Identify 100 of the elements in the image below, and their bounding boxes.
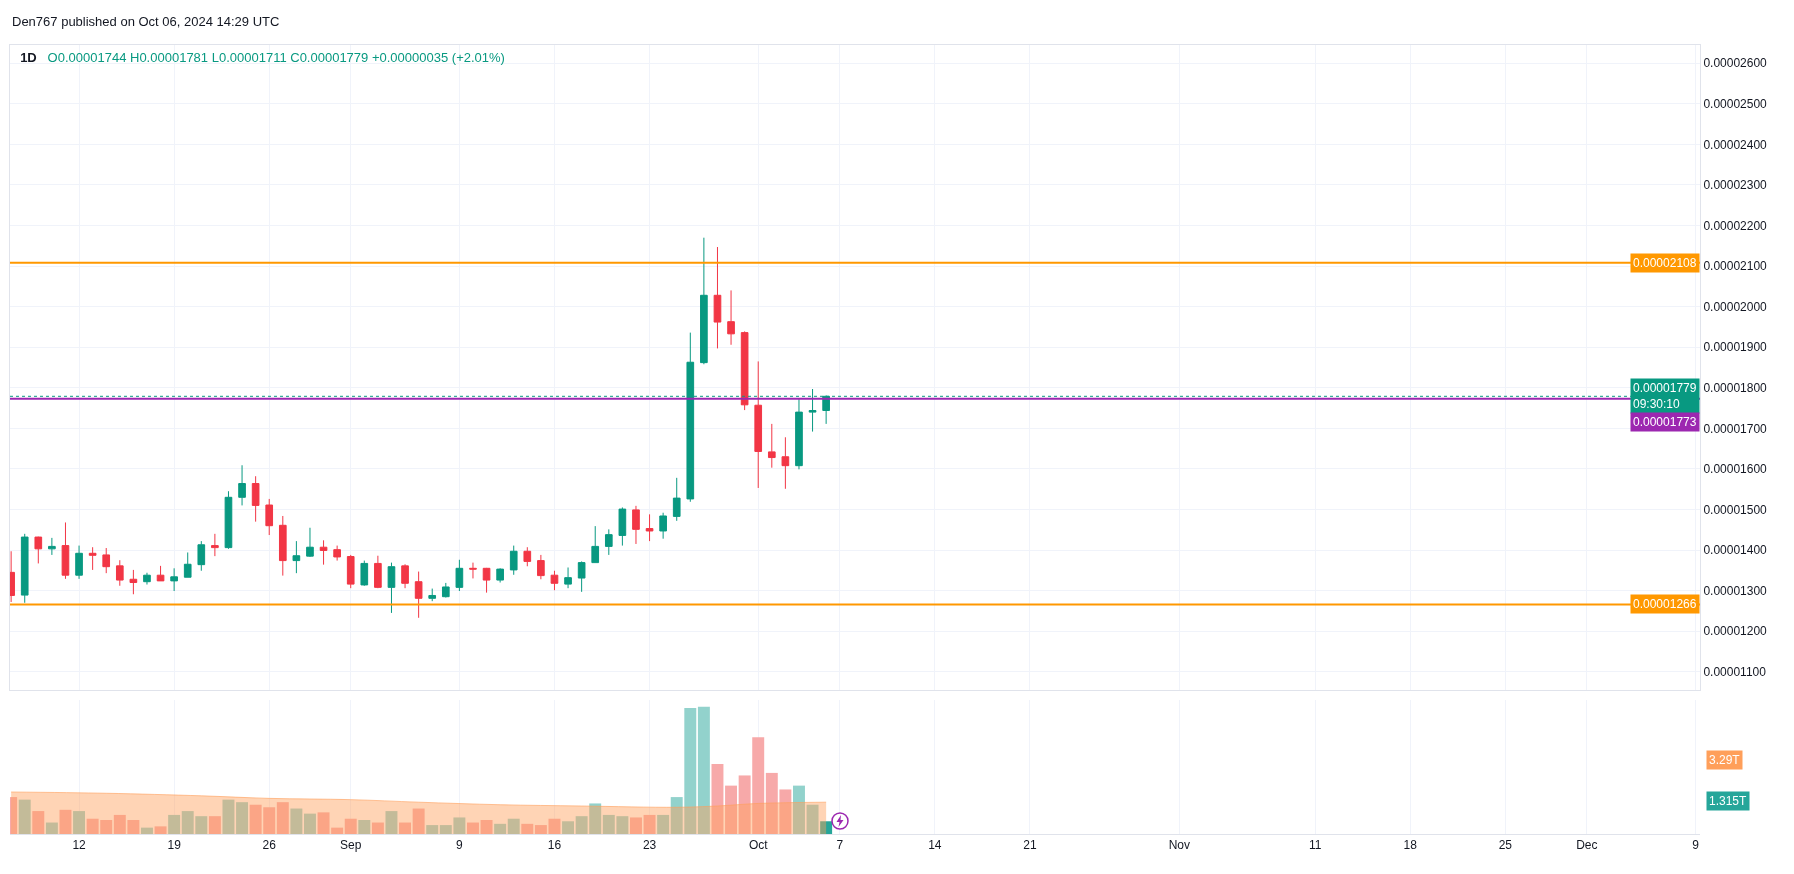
ref-line-label: 0.00001773 — [1633, 415, 1697, 429]
y-tick-label: 0.00002600 — [1703, 56, 1768, 71]
candlestick — [700, 237, 708, 365]
candlestick — [754, 360, 763, 489]
candlestick — [414, 571, 423, 619]
x-tick-label: Oct — [748, 838, 769, 853]
y-tick-label: 0.00001100 — [1703, 664, 1767, 679]
candlestick — [129, 569, 138, 595]
bar — [358, 820, 371, 834]
ref-line-label: 0.00001266 — [1633, 597, 1697, 611]
bar — [73, 811, 86, 834]
candlestick — [659, 512, 667, 540]
candlestick — [713, 246, 722, 349]
candlestick — [346, 554, 355, 589]
bar — [140, 827, 153, 834]
candlestick — [102, 547, 111, 574]
candlestick — [632, 505, 640, 545]
y-tick-label: 0.00002200 — [1703, 218, 1768, 233]
bar — [222, 799, 235, 834]
candlestick — [292, 540, 301, 574]
candlestick — [645, 513, 654, 542]
text: 3.29T — [1709, 753, 1741, 767]
y-tick-label: 0.00002100 — [1703, 259, 1768, 274]
bar — [697, 706, 710, 834]
candlestick — [211, 533, 219, 557]
candlestick — [75, 545, 83, 580]
candlestick — [469, 562, 477, 579]
candlestick — [319, 539, 328, 566]
bar — [276, 802, 289, 834]
candlestick — [401, 563, 409, 589]
candlestick — [482, 567, 491, 594]
bar — [426, 825, 439, 834]
bar — [792, 785, 805, 834]
candlestick — [183, 551, 192, 578]
candlestick — [197, 540, 206, 572]
bar — [521, 823, 534, 834]
candlestick — [88, 546, 97, 571]
bar — [643, 814, 656, 834]
candlestick — [727, 289, 735, 346]
bar — [629, 817, 642, 834]
candlestick — [306, 527, 314, 558]
x-tick-label: 25 — [1498, 838, 1513, 853]
candlestick — [374, 555, 382, 589]
bar — [562, 821, 575, 834]
x-tick-label: 11 — [1308, 838, 1322, 853]
x-tick-label: 14 — [928, 838, 942, 853]
candlestick — [143, 572, 151, 586]
candlestick — [740, 330, 749, 411]
y-tick-label: 0.00001800 — [1703, 380, 1768, 395]
ref-line-label: 0.00001779 09:30:10 — [1633, 381, 1697, 411]
candlestick — [251, 475, 260, 523]
bar — [725, 785, 738, 834]
candlestick — [333, 545, 341, 562]
ref-line-label: 0.00002108 — [1633, 256, 1697, 270]
chart-subtitle: O0.00001744 H0.00001781 L0.00001711 C0.00001779 +0.00000035 (+2.01%) — [47, 50, 505, 66]
y-tick-label: 0.00002300 — [1703, 178, 1768, 193]
x-tick-label: 9 — [1692, 838, 1700, 853]
bar — [711, 763, 724, 834]
y-tick-label: 0.00001600 — [1703, 462, 1768, 477]
x-tick-label: 16 — [547, 838, 562, 853]
candlestick — [618, 506, 627, 547]
y-tick-label: 0.00001300 — [1703, 583, 1768, 598]
y-tick-label: 0.00001500 — [1703, 502, 1768, 517]
bar — [168, 814, 181, 834]
x-tick-label: 23 — [642, 838, 657, 853]
x-tick-label: Nov — [1168, 838, 1190, 853]
bar — [236, 802, 249, 834]
bar — [303, 813, 316, 834]
candlestick — [115, 559, 124, 587]
candlestick — [238, 464, 246, 506]
candlestick — [577, 560, 586, 593]
text: 1.315T — [1709, 794, 1748, 808]
bar — [385, 811, 398, 834]
candlestick — [278, 515, 287, 577]
candlestick — [767, 423, 776, 469]
bar — [806, 804, 819, 834]
bar — [371, 822, 384, 834]
bar — [45, 822, 58, 834]
candlestick — [591, 525, 600, 564]
y-tick-label: 0.00001900 — [1703, 340, 1768, 355]
x-tick-label: 21 — [1023, 838, 1037, 853]
candlestick — [387, 562, 396, 614]
bar — [412, 808, 425, 834]
bar — [59, 809, 72, 834]
bar — [399, 822, 412, 834]
bar — [32, 811, 45, 834]
x-tick-label: 18 — [1403, 838, 1418, 853]
text: Den767 published on Oct 06, 2024 14:29 UTC — [12, 14, 280, 29]
candlestick — [564, 566, 572, 589]
candlestick — [781, 436, 790, 490]
x-tick-label: 7 — [836, 838, 844, 853]
candlestick — [360, 560, 369, 587]
y-tick-label: 0.00001400 — [1703, 543, 1768, 558]
candlestick — [455, 559, 464, 592]
x-tick-label: 12 — [72, 838, 87, 853]
y-tick-label: 0.00001700 — [1703, 421, 1768, 436]
candlestick — [496, 567, 504, 583]
candlestick — [795, 397, 803, 470]
x-tick-label: Dec — [1576, 838, 1598, 853]
candlestick — [537, 554, 545, 580]
